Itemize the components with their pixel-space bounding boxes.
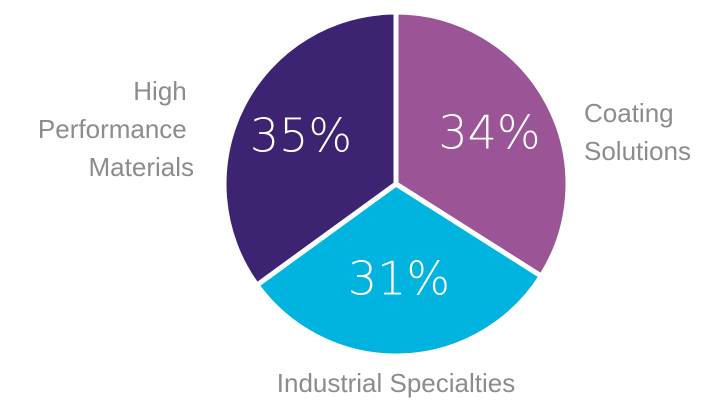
label-coating-solutions: Coating Solutions: [584, 98, 691, 166]
value-label-coating-solutions: 34%: [438, 106, 540, 160]
value-label-high-performance-materials: 35%: [250, 109, 352, 163]
label-high-performance-materials: High Performance Materials: [38, 76, 194, 182]
value-label-industrial-specialties: 31%: [348, 252, 450, 306]
slice-industrial-specialties: [253, 180, 545, 359]
slice-high-performance-materials: [221, 9, 399, 289]
label-industrial-specialties: Industrial Specialties: [277, 368, 515, 398]
